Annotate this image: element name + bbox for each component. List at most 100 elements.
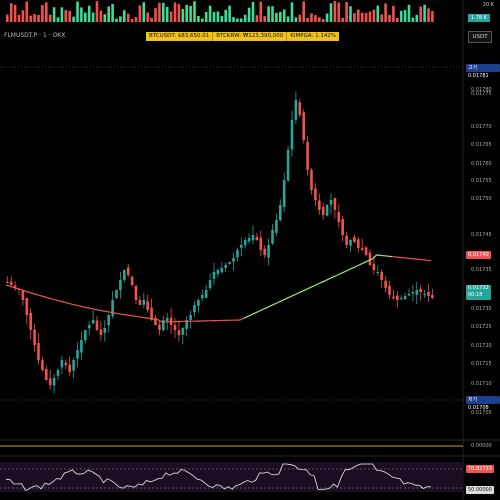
volume-bar [103,14,107,22]
candle-body [279,205,282,221]
volume-bar [407,4,411,22]
high-tag-value: 0.01781 [468,73,489,79]
volume-bar [372,9,376,22]
candle-body [204,290,208,298]
candle-body [388,285,391,295]
candle-body [56,370,60,376]
symbol-label[interactable]: FLMUSDT.P · 1 · OKX [4,32,66,39]
currency-button[interactable]: USDT [468,31,492,43]
indicator2-lower-tag: 50.00000 [466,486,494,494]
candle-body [185,320,188,329]
high-price-tag: 고가 0.01781 [466,64,500,79]
volume-bar [115,18,118,22]
candle-body [103,328,107,333]
volume-bar [306,18,309,22]
volume-current-tag: 1.78 K [468,14,490,22]
candle-body [228,262,231,264]
volume-bar [216,11,220,22]
candle-body [9,281,13,285]
candle-body [224,265,227,268]
volume-bar [80,7,83,22]
candle-body [302,112,305,140]
volume-bar [6,14,9,22]
candle-body [372,263,376,270]
candle-body [6,281,9,283]
candle-body [95,320,99,330]
volume-bar [185,4,188,22]
volume-bar [255,15,259,22]
price-tick-label: 0.01715 [471,361,492,367]
price-tick-label: 0.01745 [471,232,492,238]
candle-body [392,296,395,298]
price-tick-label: 0.01725 [471,324,492,330]
volume-bar [169,11,173,22]
indicator1-value: 0.00000 [471,443,492,449]
candle-body [146,301,149,310]
low-price-tag: 저가 0.01708 [466,396,500,411]
volume-bar [302,1,305,23]
candle-body [255,236,259,240]
candle-body [236,250,239,258]
volume-bar [37,14,40,22]
candle-body [25,298,29,315]
candle-body [76,350,79,359]
volume-bar [162,2,165,22]
candle-body [251,235,255,241]
volume-bar [150,17,153,22]
volume-bar [345,1,348,22]
volume-bar [72,16,75,22]
last-price-value: 0.01732 [468,285,489,291]
candle-body [306,141,309,170]
volume-bar [325,13,329,22]
volume-bar [403,10,407,22]
candle-body [423,294,426,295]
volume-bar [279,11,282,22]
volume-bar [380,14,383,22]
volume-bar [119,16,122,22]
volume-bar [126,13,130,22]
volume-bar [197,15,200,22]
volume-bar [158,2,161,22]
candle-body [415,290,419,295]
candle-body [247,238,251,242]
candle-body [411,292,415,294]
candle-body [162,320,165,331]
volume-bar [87,5,91,23]
volume-bar [48,14,52,22]
indicator2-line [5,463,432,492]
price-tick-label: 0.01720 [471,343,492,349]
price-tick-label: 0.01775 [471,91,492,97]
candle-body [84,330,87,341]
candle-body [345,235,348,245]
moving-average-line [5,284,166,323]
volume-bar [76,1,79,23]
price-tick-label: 0.01735 [471,267,492,273]
candle-body [80,340,83,353]
volume-bar [60,7,64,22]
candle-body [403,296,407,300]
volume-bar [368,11,372,22]
candle-body [119,280,122,291]
candle-body [341,219,344,235]
volume-bar [134,17,138,22]
volume-bar [431,10,434,22]
btc-krw-price: BTCKRW: ₩123,390,000 [213,32,288,41]
volume-bar [251,1,255,22]
volume-bar [423,4,426,22]
ticker-banner: BTCUSDT: $83,650.01 BTCKRW: ₩123,390,000… [146,32,340,41]
candle-body [41,360,44,370]
candle-body [321,207,325,215]
volume-bar [154,8,157,22]
volume-bar [95,1,99,22]
candle-body [13,285,17,288]
candle-body [91,320,95,324]
volume-axis-top: 20 K [482,2,494,8]
last-price-tag: 0.01732 00:18 [466,285,491,300]
volume-bar [329,3,333,23]
candle-body [154,318,157,325]
volume-bar [341,17,344,22]
volume-bar [321,18,325,22]
volume-bar [392,5,395,22]
volume-bar [388,14,391,22]
